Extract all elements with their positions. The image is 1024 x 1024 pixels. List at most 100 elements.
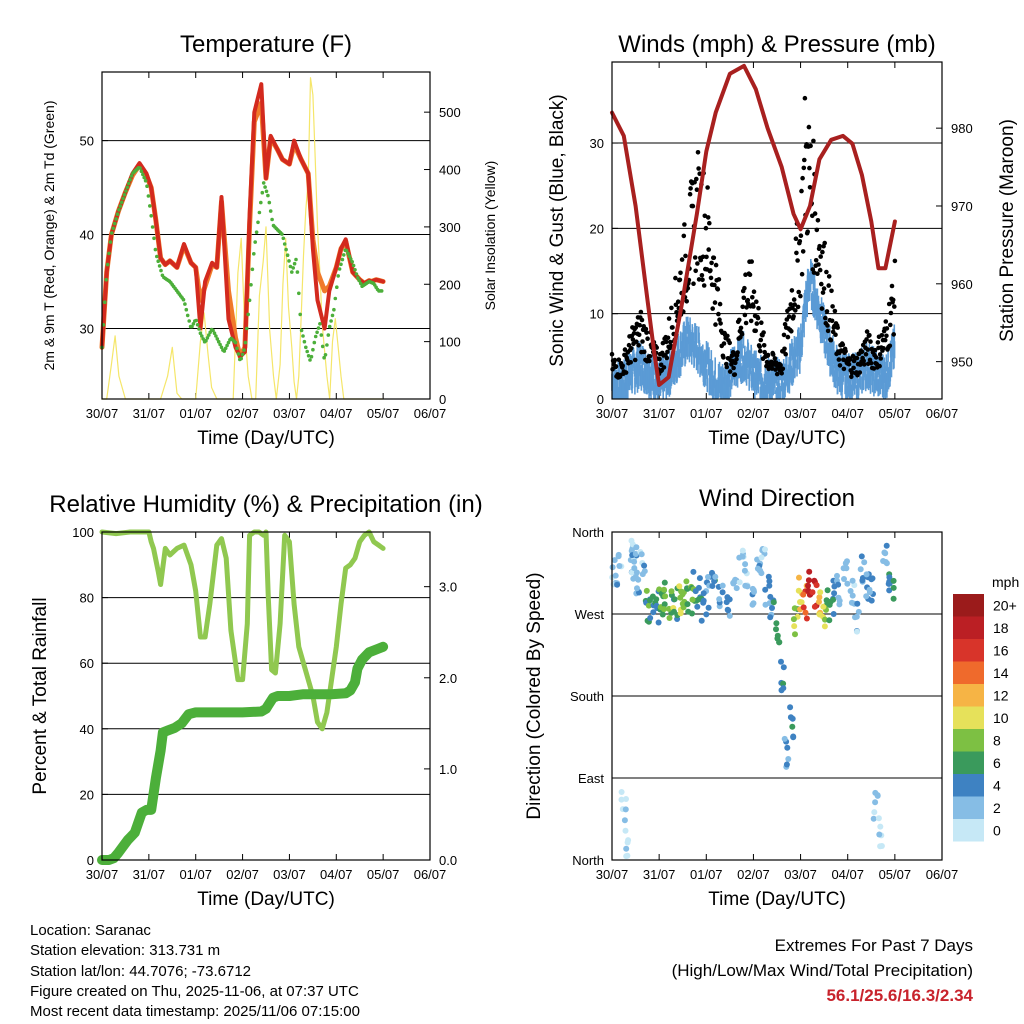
dewpoint-point	[254, 230, 259, 234]
dewpoint-point	[288, 264, 293, 269]
gust-point	[721, 341, 727, 346]
dewpoint-point	[337, 267, 342, 271]
direction-point	[789, 723, 796, 730]
gust-point	[664, 355, 670, 361]
dewpoint-point	[292, 261, 297, 266]
x-tick-label: 06/07	[926, 867, 959, 882]
direction-point	[615, 551, 622, 558]
gust-point	[707, 220, 712, 226]
dewpoint-point	[239, 356, 243, 361]
dewpoint-point	[245, 326, 249, 331]
direction-point	[859, 577, 866, 584]
direction-point	[875, 815, 882, 822]
gust-point	[704, 254, 709, 260]
gust-point	[732, 372, 738, 377]
x-tick-label: 05/07	[367, 867, 400, 882]
gust-point	[793, 236, 799, 241]
dewpoint-point	[159, 268, 163, 273]
gust-point	[688, 186, 693, 191]
x-tick-label: 04/07	[831, 406, 864, 421]
gust-point	[802, 95, 808, 101]
direction-point	[852, 614, 858, 621]
gust-point	[705, 215, 711, 220]
dewpoint-point	[198, 331, 203, 336]
direction-point	[703, 611, 710, 618]
direction-point	[848, 599, 855, 606]
gust-point	[701, 283, 707, 288]
gust-point	[863, 352, 869, 357]
dewpoint-point	[335, 285, 339, 290]
direction-point	[813, 582, 820, 589]
dewpoint-point	[326, 333, 331, 337]
gust-point	[755, 315, 761, 321]
dewpoint-point	[126, 181, 131, 186]
legend-swatch	[953, 639, 984, 662]
direction-point	[724, 594, 731, 601]
dewpoint-point	[349, 257, 353, 261]
elevation-text: Station elevation: 313.731 m	[30, 942, 221, 960]
dewpoint-point	[379, 289, 384, 293]
dewpoint-point	[150, 225, 155, 229]
gust-point	[837, 363, 843, 368]
gust-point	[738, 325, 744, 331]
y2-tick-label: 970	[951, 199, 973, 214]
direction-point	[677, 594, 684, 601]
gust-point	[854, 355, 860, 361]
direction-point	[758, 554, 765, 561]
dewpoint-point	[108, 240, 113, 244]
chart-title: Temperature (F)	[180, 31, 352, 58]
direction-point	[805, 582, 811, 589]
direction-point	[719, 589, 726, 596]
precipitation-line	[97, 641, 389, 865]
direction-point	[659, 611, 666, 618]
gust-point	[636, 332, 642, 338]
dewpoint-point	[205, 336, 210, 340]
direction-point	[890, 577, 897, 584]
gust-point	[630, 337, 636, 342]
y-tick-label: 20	[80, 787, 94, 802]
y-tick-label: 10	[590, 307, 604, 322]
dewpoint-point	[219, 345, 224, 350]
gust-point	[822, 240, 827, 246]
dewpoint-point	[111, 226, 115, 231]
gust-point	[647, 354, 653, 359]
direction-point	[705, 574, 711, 580]
gust-point	[778, 362, 783, 368]
y2-tick-label: 1.0	[439, 762, 457, 777]
dewpoint-point	[327, 324, 332, 329]
dewpoint-point	[268, 209, 273, 213]
created-text: Figure created on Thu, 2025-11-06, at 07…	[30, 982, 359, 1000]
direction-point	[635, 576, 642, 583]
gust-point	[873, 355, 879, 360]
gust-point	[794, 250, 799, 256]
direction-point	[709, 583, 716, 589]
dewpoint-point	[112, 221, 117, 226]
direction-point	[676, 583, 683, 590]
gust-point	[718, 321, 723, 326]
gust-point	[887, 343, 893, 349]
y-tick-label: 60	[80, 656, 94, 671]
direction-point	[628, 569, 635, 576]
x-tick-label: 31/07	[133, 406, 166, 421]
gust-point	[612, 357, 618, 363]
dewpoint-point	[110, 231, 114, 235]
gust-point	[795, 258, 800, 263]
gust-point	[832, 308, 838, 314]
gust-point	[799, 188, 804, 194]
gust-point	[742, 285, 747, 291]
direction-point	[773, 626, 779, 633]
direction-point	[624, 839, 631, 846]
gust-point	[888, 310, 894, 316]
dewpoint-point	[267, 200, 272, 205]
x-tick-label: 01/07	[690, 867, 723, 882]
dewpoint-point	[218, 342, 222, 347]
gust-point	[628, 346, 634, 351]
plot-frame	[101, 531, 431, 861]
direction-point	[624, 852, 631, 859]
y-tick-label: 0	[597, 392, 604, 407]
gust-point	[716, 277, 722, 282]
station-info: Location: Saranac Station elevation: 313…	[30, 921, 360, 1022]
t2m-line	[100, 82, 386, 359]
gust-point	[638, 309, 644, 315]
direction-point	[868, 597, 875, 604]
